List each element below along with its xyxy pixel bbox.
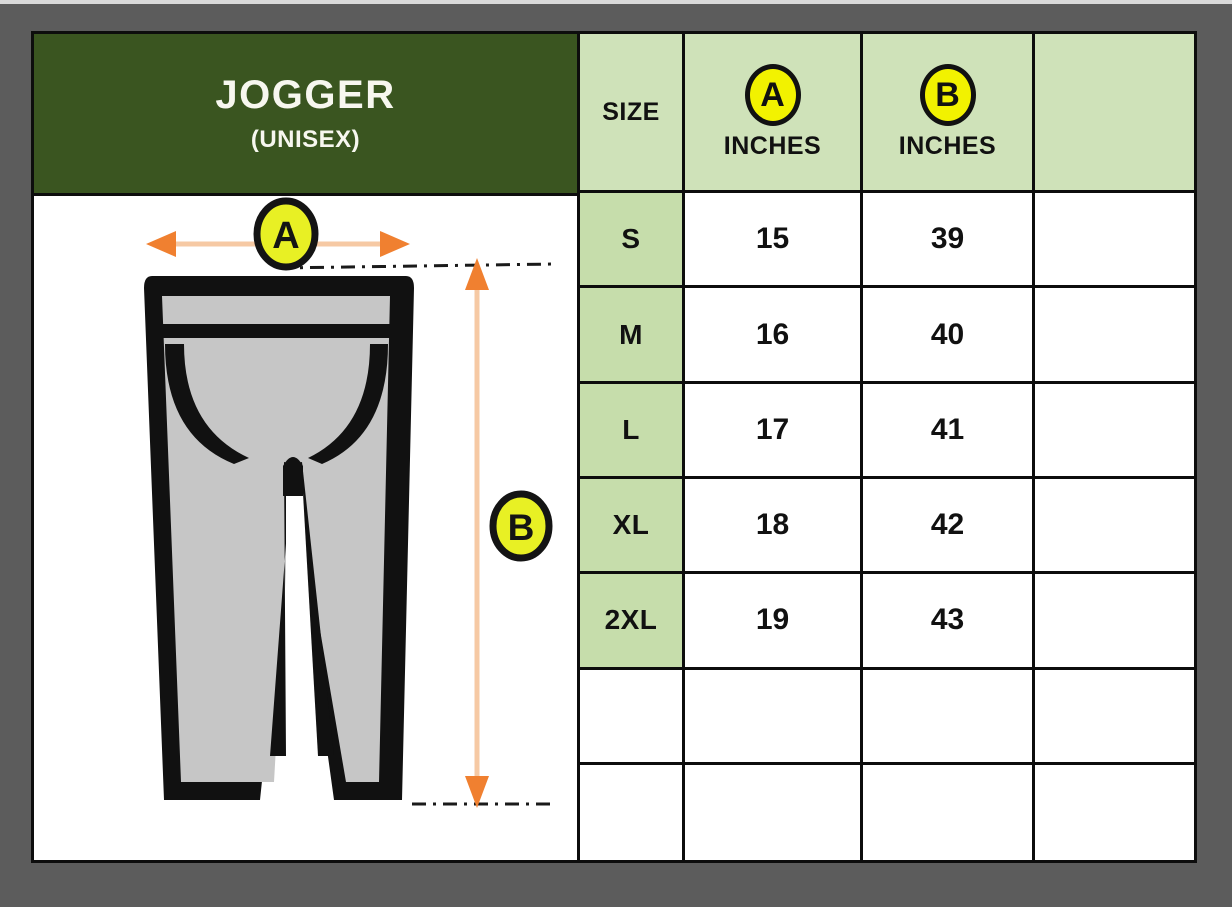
value-a: 19 [755,603,790,637]
value-b: 40 [930,317,965,351]
title-block: JOGGER (UNISEX) [34,34,577,196]
cell-a: 19 [685,574,863,667]
jogger-shape [144,276,414,800]
cell-extra [1035,669,1194,762]
product-title: JOGGER [215,72,396,117]
value-a: 18 [755,508,790,542]
table-row-empty [580,669,1194,765]
right-pocket [308,344,388,464]
cell-b: 42 [863,478,1035,572]
size-label: L [622,413,640,445]
cell-extra [1035,574,1194,667]
table-row: 2XL 19 43 [580,574,1194,670]
table-row: M 16 40 [580,288,1194,384]
value-a: 17 [755,412,790,446]
top-edge-highlight [0,0,1232,4]
cell-a: 17 [685,383,863,476]
cell-a [685,669,863,762]
cell-b: 40 [863,288,1035,381]
header-cell-a: A INCHES [685,34,863,191]
header-unit-a: INCHES [723,131,822,160]
cell-extra [1035,764,1194,860]
jogger-illustration: A B [144,197,555,808]
header-unit-b: INCHES [898,131,997,160]
left-pocket [165,344,249,464]
cell-size: 2XL [580,574,685,667]
table-header-row: SIZE A INCHES B INCHES [580,34,1194,194]
header-label-size: SIZE [602,97,660,126]
svg-text:A: A [272,215,299,257]
size-label: XL [612,509,650,541]
cell-extra [1035,193,1194,286]
jogger-diagram-area: A B [34,196,577,860]
waistband [165,297,387,327]
size-label: S [621,223,641,255]
cell-b: 41 [863,383,1035,476]
cell-extra [1035,288,1194,381]
cell-size: S [580,193,685,286]
cell-b: 39 [863,193,1035,286]
cell-size: M [580,288,685,381]
header-cell-extra [1035,34,1194,191]
value-b: 39 [930,222,965,256]
size-label: M [619,318,643,350]
table-row-empty [580,764,1194,860]
garment-panel: JOGGER (UNISEX) [34,34,580,860]
cell-size [580,669,685,762]
measurements-table: SIZE A INCHES B INCHES S 15 39 [580,34,1194,860]
cell-a: 15 [685,193,863,286]
size-chart-frame: JOGGER (UNISEX) [31,31,1197,863]
cell-a [685,764,863,860]
cell-size: XL [580,478,685,572]
svg-text:B: B [508,507,535,548]
cell-size: L [580,383,685,476]
value-b: 41 [930,412,965,446]
leg-gap [286,476,318,756]
cell-a: 16 [685,288,863,381]
header-cell-size: SIZE [580,34,685,191]
table-row: L 17 41 [580,383,1194,479]
measure-arrow-b [465,258,489,808]
badge-a-marker: A [253,197,319,271]
badge-b-marker: B [489,490,553,562]
cell-b [863,764,1035,860]
cell-b: 43 [863,574,1035,667]
size-label: 2XL [604,604,658,636]
table-row: XL 18 42 [580,478,1194,575]
product-subtitle: (UNISEX) [250,125,361,153]
badge-a-icon: A [744,63,801,126]
cell-b [863,669,1035,762]
header-cell-b: B INCHES [863,34,1035,191]
cell-extra [1035,478,1194,572]
table-row: S 15 39 [580,193,1194,289]
cell-size [580,764,685,860]
cell-extra [1035,383,1194,476]
badge-b-icon: B [919,63,976,126]
waistband-seam [159,324,394,338]
value-a: 16 [755,317,790,351]
crotch-point [283,457,303,496]
pants-fill [162,296,390,782]
value-b: 43 [930,603,965,637]
value-a: 15 [755,222,790,256]
cell-a: 18 [685,478,863,572]
top-leader-line [278,262,555,270]
value-b: 42 [930,508,965,542]
